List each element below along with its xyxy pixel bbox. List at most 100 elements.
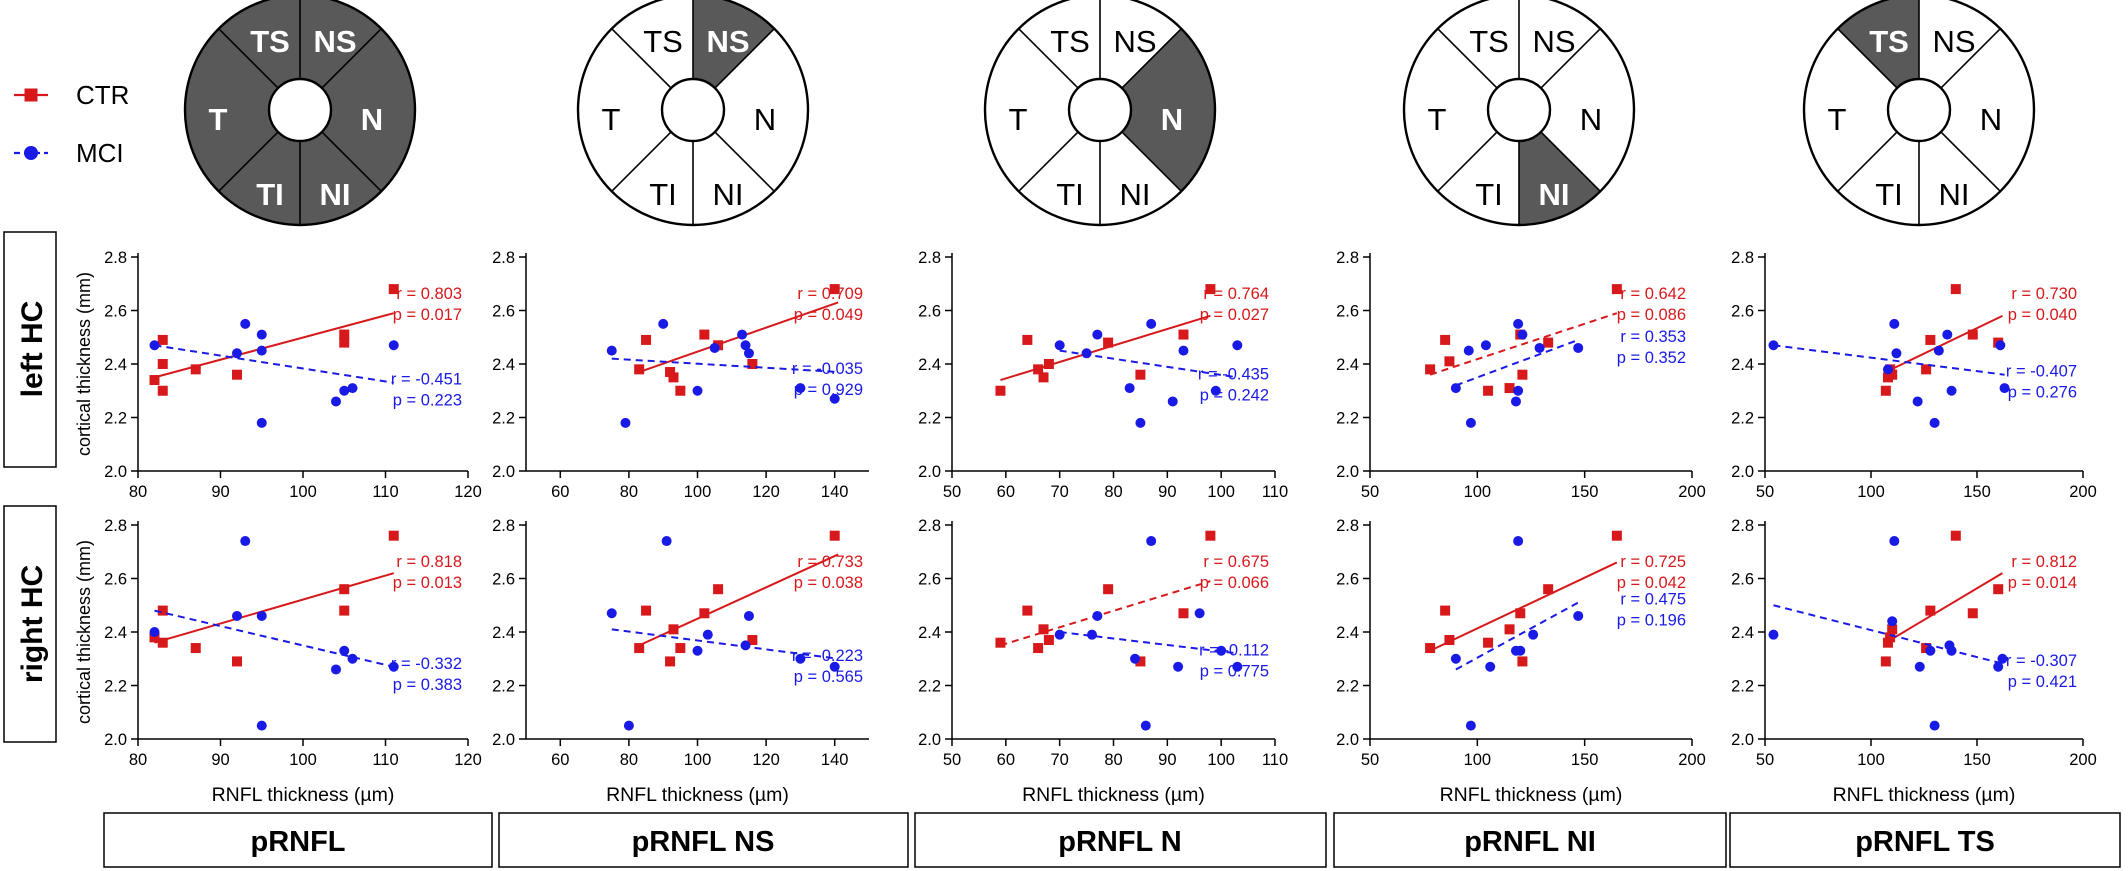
fit-line-ctr (154, 572, 395, 644)
sector-divider (1018, 131, 1079, 192)
mci-point (1946, 645, 1957, 656)
ctr-point (1444, 356, 1455, 367)
y-tick-label: 2.8 (1336, 517, 1359, 535)
r-value-ctr: r = 0.764 (1203, 285, 1269, 303)
ctr-point (699, 608, 710, 619)
ctr-point (1425, 643, 1436, 654)
sector-ns (1100, 0, 1182, 89)
fit-line-ctr (1885, 314, 2003, 373)
sector-outline (576, 0, 810, 227)
mci-point (1882, 364, 1893, 375)
x-tick-label: 120 (454, 751, 482, 769)
mci-point (1912, 396, 1923, 407)
mci-point (702, 629, 713, 640)
ctr-point (634, 364, 645, 375)
mci-point (347, 653, 358, 664)
sector-divider (1121, 28, 1182, 89)
r-value-ctr: r = 0.812 (2011, 553, 2077, 571)
r-value-ctr: r = 0.709 (797, 285, 863, 303)
mci-point (1997, 653, 2008, 664)
y-tick-label: 2.2 (1336, 678, 1359, 696)
p-value-mci: p = 0.565 (794, 668, 863, 686)
ctr-point (1038, 624, 1049, 635)
mci-point (740, 640, 751, 651)
sector-label-ts: TS (643, 24, 683, 59)
x-tick-label: 100 (289, 483, 317, 501)
column-label-prnfl: pRNFL (103, 812, 493, 868)
p-value-ctr: p = 0.038 (794, 574, 863, 592)
ctr-point (829, 530, 840, 541)
fit-line-ctr (154, 312, 395, 379)
mci-point (1178, 345, 1189, 356)
ctr-point (668, 624, 679, 635)
r-value-ctr: r = 0.818 (396, 553, 462, 571)
fit-line-mci (611, 357, 839, 374)
y-tick-label: 2.6 (492, 303, 515, 321)
fit-line-mci (154, 344, 394, 384)
column-label-prnfl-ns-text: pRNFL NS (632, 826, 775, 858)
sector-label-t: T (1009, 102, 1028, 137)
x-tick-label: 80 (620, 483, 638, 501)
legend-mci-label: MCI (76, 138, 124, 168)
row-label-left-hc-text: left HC (16, 301, 49, 398)
ctr-point (1543, 584, 1554, 595)
ctr-point (1517, 656, 1528, 667)
ctr-point (1043, 635, 1054, 646)
ctr-point (1611, 284, 1622, 295)
r-value-ctr: r = 0.733 (797, 553, 863, 571)
mci-point (1914, 661, 1925, 672)
sector-ns (1919, 0, 2001, 89)
x-tick-label: 80 (1104, 483, 1122, 501)
x-tick-label: 60 (997, 751, 1015, 769)
y-tick-label: 2.0 (104, 463, 127, 481)
mci-point (1513, 385, 1524, 396)
fit-line-ctr (1885, 572, 2003, 644)
sector-divider (1940, 131, 2001, 192)
sector-divider (1540, 131, 1601, 192)
ctr-point (157, 637, 168, 648)
column-labels: pRNFL pRNFL NS pRNFL N pRNFL NI pRNFL TS (103, 812, 2121, 868)
ctr-point (190, 643, 201, 654)
sector-label-ts: TS (1869, 24, 1909, 59)
sector-ts (1837, 0, 1919, 89)
x-tick-label: 80 (129, 483, 147, 501)
ctr-point (157, 385, 168, 396)
mci-point (737, 329, 748, 340)
sector-diagram-3: TS NS N NI TI T (983, 0, 1217, 227)
p-value-mci: p = 0.276 (2008, 384, 2077, 402)
ctr-point (1887, 624, 1898, 635)
p-value-ctr: p = 0.066 (1200, 574, 1269, 592)
legend: CTR MCI (14, 80, 129, 168)
mci-point (1891, 348, 1902, 359)
ctr-point (1885, 632, 1896, 643)
r-value-mci: r = -0.435 (1198, 365, 1269, 383)
mci-point (1124, 383, 1135, 394)
ctr-point (157, 359, 168, 369)
y-tick-label: 2.4 (492, 356, 515, 374)
y-tick-label: 2.2 (492, 410, 515, 428)
x-tick-label: 100 (1464, 751, 1492, 769)
fit-line-mci (154, 609, 394, 668)
y-tick-label: 2.2 (1731, 678, 1754, 696)
ctr-point (1880, 385, 1891, 396)
mci-point (829, 393, 840, 404)
sector-center (660, 77, 726, 143)
mci-point (606, 345, 617, 356)
x-tick-label: 150 (1571, 751, 1599, 769)
y-tick-label: 2.0 (1336, 463, 1359, 481)
sector-outline (1402, 0, 1636, 227)
series-ctr: r = 0.803 p = 0.017 (149, 284, 462, 396)
sector-label-t: T (209, 102, 228, 137)
p-value-ctr: p = 0.017 (393, 306, 462, 324)
ctr-point (1611, 530, 1622, 541)
column-label-prnfl-ni: pRNFL NI (1333, 812, 1727, 868)
ctr-point (1925, 605, 1936, 616)
sector-ns (1519, 0, 1601, 89)
row-label-right-hc-text: right HC (16, 565, 49, 683)
y-tick-label: 2.2 (1731, 410, 1754, 428)
y-axis-label: cortical thickness (mm) (74, 272, 94, 456)
sector-divider (714, 131, 775, 192)
x-tick-label: 90 (1158, 751, 1176, 769)
x-tick-label: 110 (1262, 483, 1288, 501)
fit-line-ctr (1429, 561, 1618, 652)
